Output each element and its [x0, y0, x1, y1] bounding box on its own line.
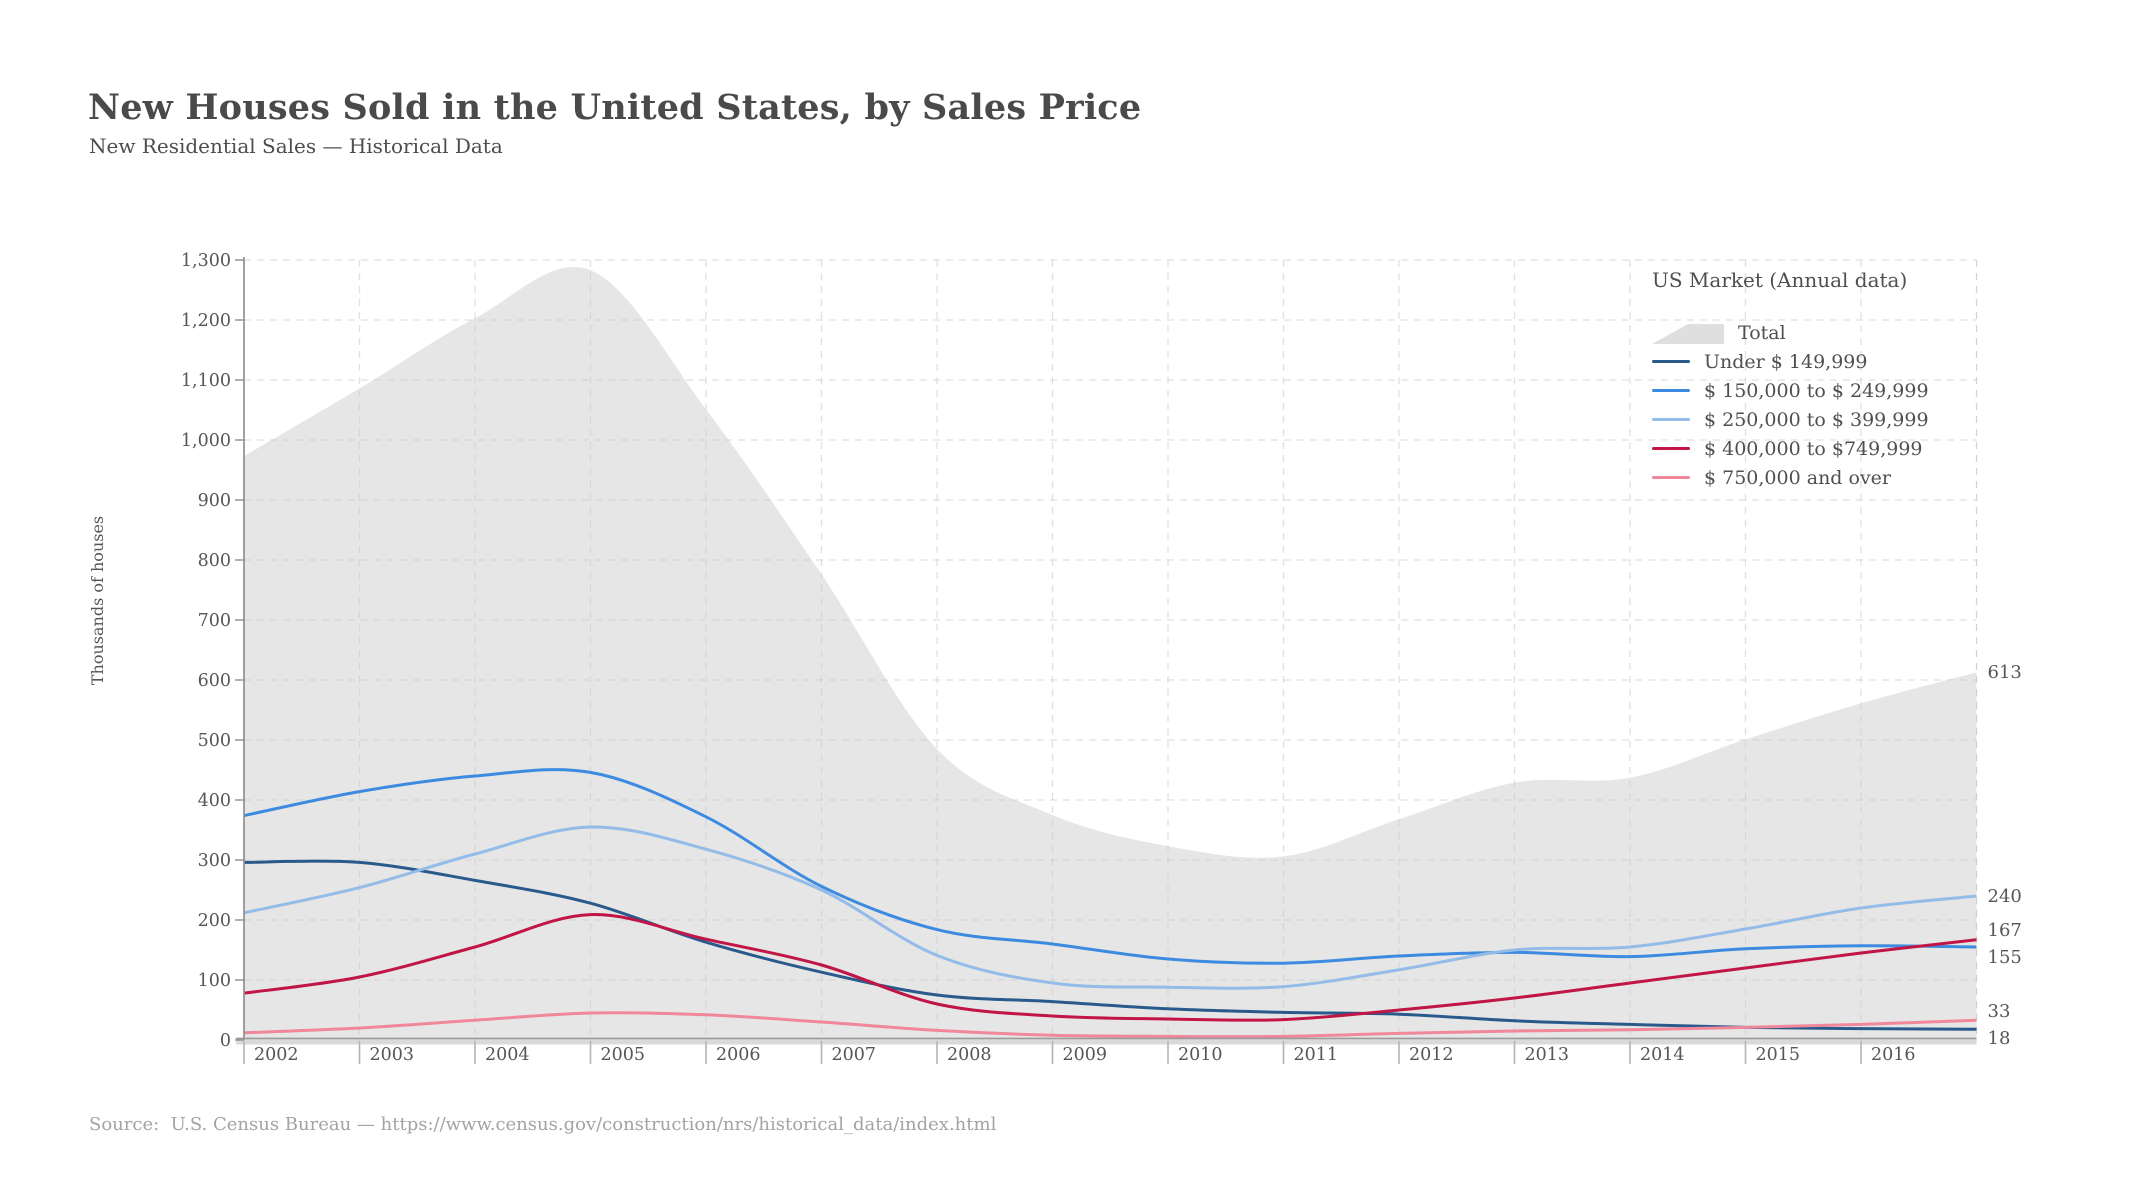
legend-item: $ 150,000 to $ 249,999	[1652, 376, 1972, 405]
x-tick-label: 2012	[1409, 1045, 1454, 1065]
end-value-label: 33	[1988, 1001, 2011, 1022]
y-tick-label: 800	[198, 551, 231, 571]
legend-item: $ 400,000 to $749,999	[1652, 434, 1972, 463]
legend-swatch-line-icon	[1652, 418, 1690, 421]
source-attribution: Source: U.S. Census Bureau — https://www…	[89, 1114, 997, 1135]
y-tick-label: 500	[198, 731, 231, 751]
x-tick-label: 2014	[1640, 1045, 1685, 1065]
legend-swatch-line-icon	[1652, 389, 1690, 392]
legend-item: Under $ 149,999	[1652, 347, 1972, 376]
end-value-label: 155	[1988, 947, 2022, 968]
legend-swatch-line-icon	[1652, 447, 1690, 450]
chart-legend: US Market (Annual data) Total Under $ 149…	[1652, 268, 1972, 492]
series-line-750-000-and-over	[244, 1011, 1977, 1039]
series-line-150-000-to-249-999	[244, 768, 1977, 965]
x-tick-label: 2011	[1294, 1045, 1339, 1065]
legend-item-label: $ 750,000 and over	[1704, 466, 1892, 489]
legend-item: $ 250,000 to $ 399,999	[1652, 405, 1972, 434]
legend-items: Total Under $ 149,999 $ 150,000 to $ 249,9…	[1652, 318, 1972, 492]
legend-item-label: $ 400,000 to $749,999	[1704, 437, 1923, 460]
legend-item-label: Under $ 149,999	[1704, 350, 1868, 373]
legend-title: US Market (Annual data)	[1652, 268, 1908, 292]
y-tick-label: 1,000	[181, 431, 231, 451]
x-tick-label: 2009	[1063, 1045, 1108, 1065]
x-axis-band	[236, 1040, 1977, 1045]
legend-item: Total	[1652, 318, 1972, 347]
x-tick-label: 2013	[1525, 1045, 1570, 1065]
y-tick-label: 100	[198, 971, 231, 991]
x-tick-label: 2016	[1871, 1045, 1916, 1065]
page-subtitle: New Residential Sales — Historical Data	[89, 133, 503, 158]
legend-swatch-area-icon	[1652, 323, 1724, 344]
y-tick-label: 700	[198, 611, 231, 631]
end-value-label: 613	[1988, 662, 2022, 683]
y-tick-label: 0	[220, 1031, 231, 1051]
x-tick-label: 2010	[1178, 1045, 1223, 1065]
x-tick-label: 2007	[832, 1045, 877, 1065]
legend-swatch-line-icon	[1652, 360, 1690, 363]
end-value-label: 18	[1988, 1028, 2011, 1049]
y-tick-label: 200	[198, 911, 231, 931]
x-tick-label: 2004	[485, 1045, 530, 1065]
x-tick-label: 2015	[1756, 1045, 1801, 1065]
y-tick-label: 1,200	[181, 311, 231, 331]
legend-item-label: $ 250,000 to $ 399,999	[1704, 408, 1929, 431]
series-line-under-149-999	[244, 859, 1977, 1031]
y-tick-label: 900	[198, 491, 231, 511]
legend-item-label: $ 150,000 to $ 249,999	[1704, 379, 1929, 402]
x-tick-label: 2003	[370, 1045, 415, 1065]
x-tick-label: 2002	[254, 1045, 299, 1065]
end-value-label: 240	[1988, 886, 2022, 907]
total-area	[244, 267, 1977, 1040]
y-tick-label: 1,300	[181, 251, 231, 271]
y-tick-label: 300	[198, 851, 231, 871]
y-tick-label: 400	[198, 791, 231, 811]
x-tick-label: 2005	[601, 1045, 646, 1065]
legend-swatch-line-icon	[1652, 476, 1690, 479]
series-line-400-000-to-749-999	[244, 913, 1977, 1022]
page-title: New Houses Sold in the United States, by…	[88, 87, 1142, 129]
end-value-label: 167	[1988, 920, 2022, 941]
series-line-250-000-to-399-999	[244, 825, 1977, 990]
x-tick-label: 2008	[947, 1045, 992, 1065]
x-tick-label: 2006	[716, 1045, 761, 1065]
legend-item-label: Total	[1738, 321, 1786, 344]
y-tick-label: 1,100	[181, 371, 231, 391]
legend-item: $ 750,000 and over	[1652, 463, 1972, 492]
y-tick-label: 600	[198, 671, 231, 691]
